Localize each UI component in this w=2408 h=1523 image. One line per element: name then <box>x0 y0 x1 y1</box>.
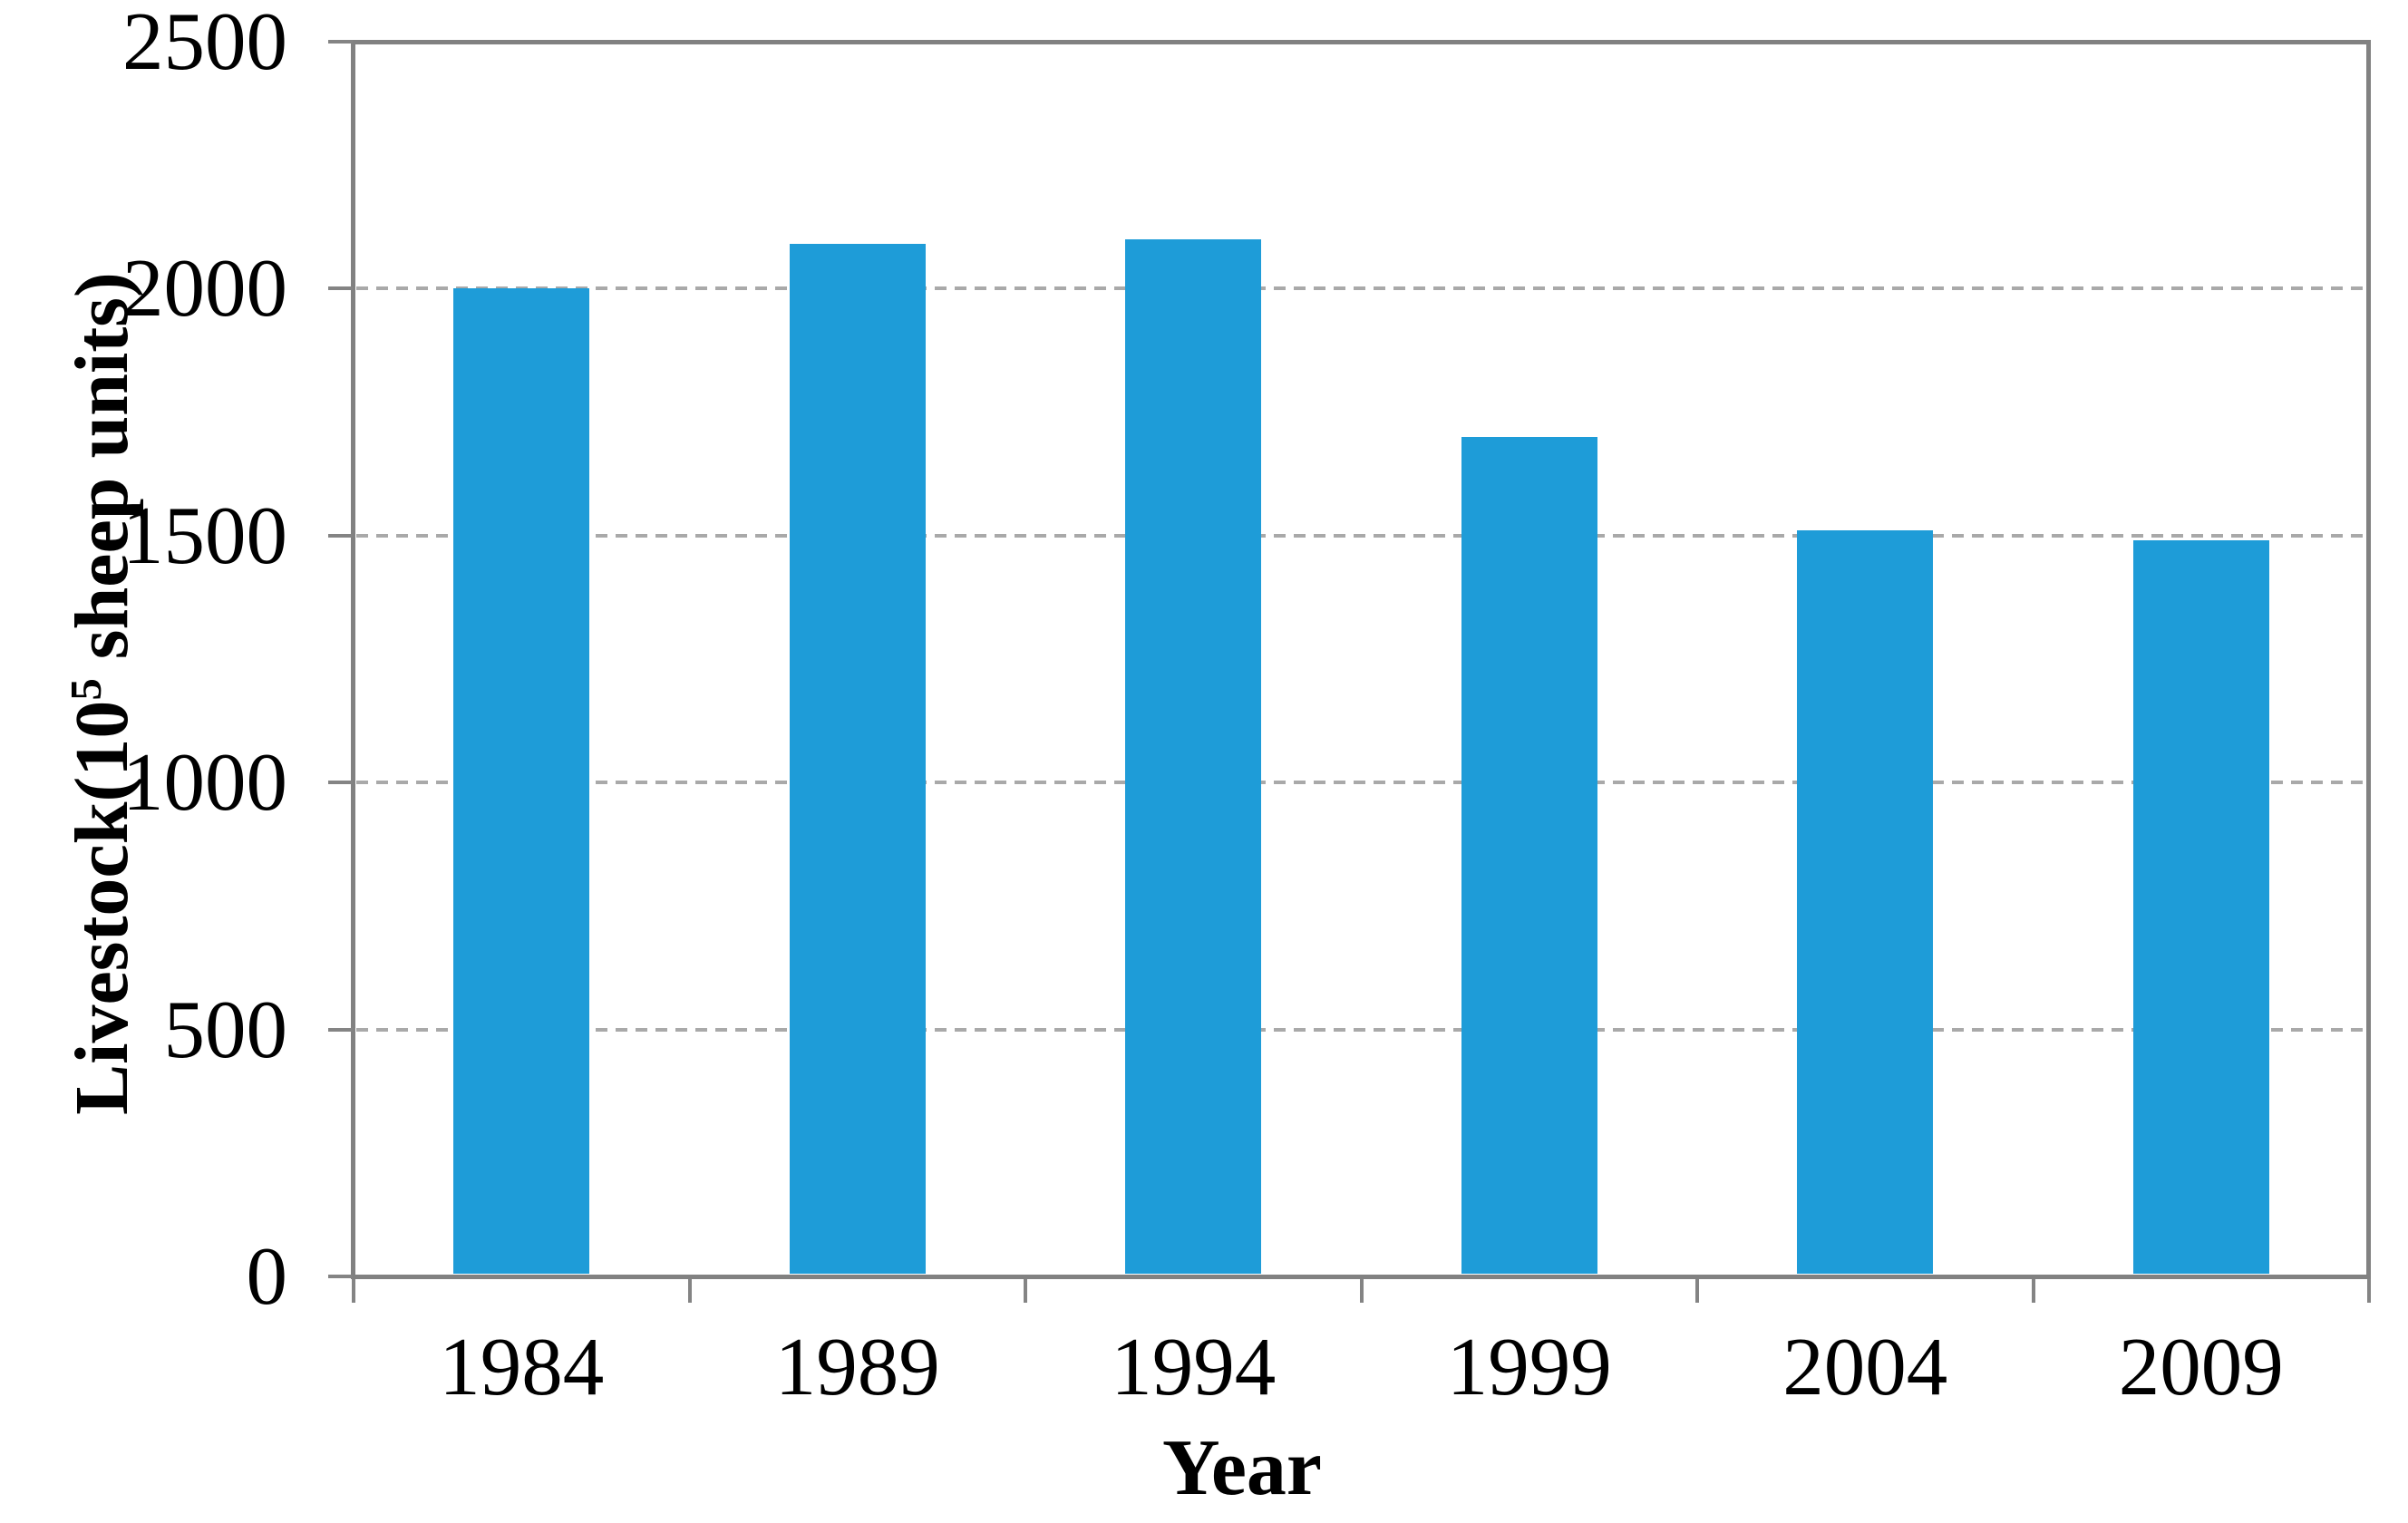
bar-1999 <box>1461 436 1597 1275</box>
x-category-label-1984: 1984 <box>439 1321 605 1412</box>
gridline-2000 <box>355 286 2367 291</box>
gridline-1000 <box>355 781 2367 785</box>
y-tick-0 <box>328 1275 353 1278</box>
plot-area-border <box>351 40 2371 1279</box>
x-category-label-2009: 2009 <box>2118 1321 2284 1412</box>
y-tick-label-500: 500 <box>163 983 288 1075</box>
gridline-1500 <box>355 533 2367 538</box>
x-tick-0 <box>352 1279 355 1303</box>
x-tick-6 <box>2367 1279 2371 1303</box>
y-tick-2000 <box>328 286 353 291</box>
x-tick-1 <box>687 1279 692 1303</box>
y-tick-label-2000: 2000 <box>122 242 287 335</box>
y-tick-label-0: 0 <box>246 1230 288 1322</box>
y-tick-2500 <box>328 40 353 44</box>
gridline-500 <box>355 1027 2367 1032</box>
x-category-label-2004: 2004 <box>1782 1321 1948 1412</box>
x-tick-2 <box>1024 1279 1027 1303</box>
y-tick-label-1500: 1500 <box>122 489 287 581</box>
y-tick-1500 <box>328 533 353 538</box>
bar-1984 <box>453 288 590 1275</box>
x-category-label-1989: 1989 <box>774 1321 940 1412</box>
x-axis-title: Year <box>1162 1424 1322 1512</box>
bar-2004 <box>1797 530 1934 1275</box>
bar-1994 <box>1125 238 1262 1275</box>
y-tick-label-2500: 2500 <box>122 0 287 87</box>
x-tick-4 <box>1695 1279 1699 1303</box>
x-category-label-1999: 1999 <box>1446 1321 1612 1412</box>
y-tick-500 <box>328 1027 353 1032</box>
y-tick-1000 <box>328 781 353 785</box>
bar-1989 <box>789 244 926 1275</box>
y-axis-title-superscript: 5 <box>62 678 111 701</box>
x-category-label-1994: 1994 <box>1111 1321 1277 1412</box>
x-tick-5 <box>2031 1279 2035 1303</box>
x-tick-3 <box>1359 1279 1364 1303</box>
bar-2009 <box>2132 540 2269 1275</box>
y-tick-label-1000: 1000 <box>122 736 287 829</box>
